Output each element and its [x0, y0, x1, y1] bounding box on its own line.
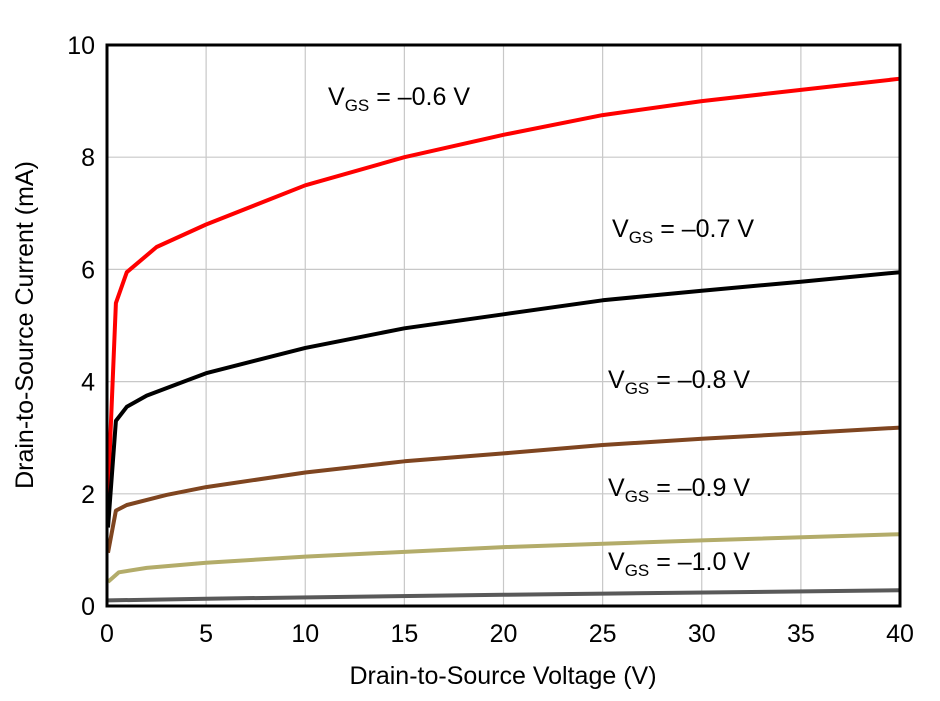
y-tick-label: 10	[67, 32, 95, 60]
x-tick-label: 30	[688, 620, 716, 648]
x-tick-label: 15	[390, 620, 418, 648]
x-tick-label: 0	[100, 620, 114, 648]
axes	[105, 43, 902, 608]
series-label: VGS = –0.9 V	[608, 474, 750, 506]
series-line	[106, 270, 901, 528]
series-label: VGS = –0.7 V	[612, 215, 754, 247]
y-tick-label: 2	[81, 481, 95, 509]
x-tick-label: 40	[886, 620, 914, 648]
plot-frame	[105, 43, 902, 608]
series-line	[106, 532, 901, 584]
series-group	[106, 76, 901, 603]
series-label: VGS = –0.8 V	[608, 366, 750, 398]
series-labels: VGS = –0.6 V VGS = –0.7 V VGS = –0.8 V VGS …	[328, 83, 754, 580]
tick-labels: 0 5 10 15 20 25 30 35 40 0 2 4 6 8 10	[67, 32, 914, 648]
x-tick-label: 5	[199, 620, 213, 648]
grid	[106, 44, 901, 607]
series-line	[107, 588, 901, 603]
series-label: VGS = –1.0 V	[608, 548, 750, 580]
x-tick-label: 35	[787, 620, 815, 648]
y-tick-label: 8	[81, 144, 95, 172]
x-tick-label: 20	[490, 620, 518, 648]
y-tick-label: 0	[81, 593, 95, 621]
series-line	[106, 425, 901, 554]
y-axis-label: Drain-to-Source Current (mA)	[11, 161, 39, 489]
series-label: VGS = –0.6 V	[328, 83, 470, 115]
x-tick-label: 10	[291, 620, 319, 648]
y-tick-label: 4	[81, 369, 95, 397]
y-tick-label: 6	[81, 256, 95, 284]
series-line	[106, 76, 901, 494]
x-tick-label: 25	[589, 620, 617, 648]
x-axis-label: Drain-to-Source Voltage (V)	[349, 662, 656, 690]
